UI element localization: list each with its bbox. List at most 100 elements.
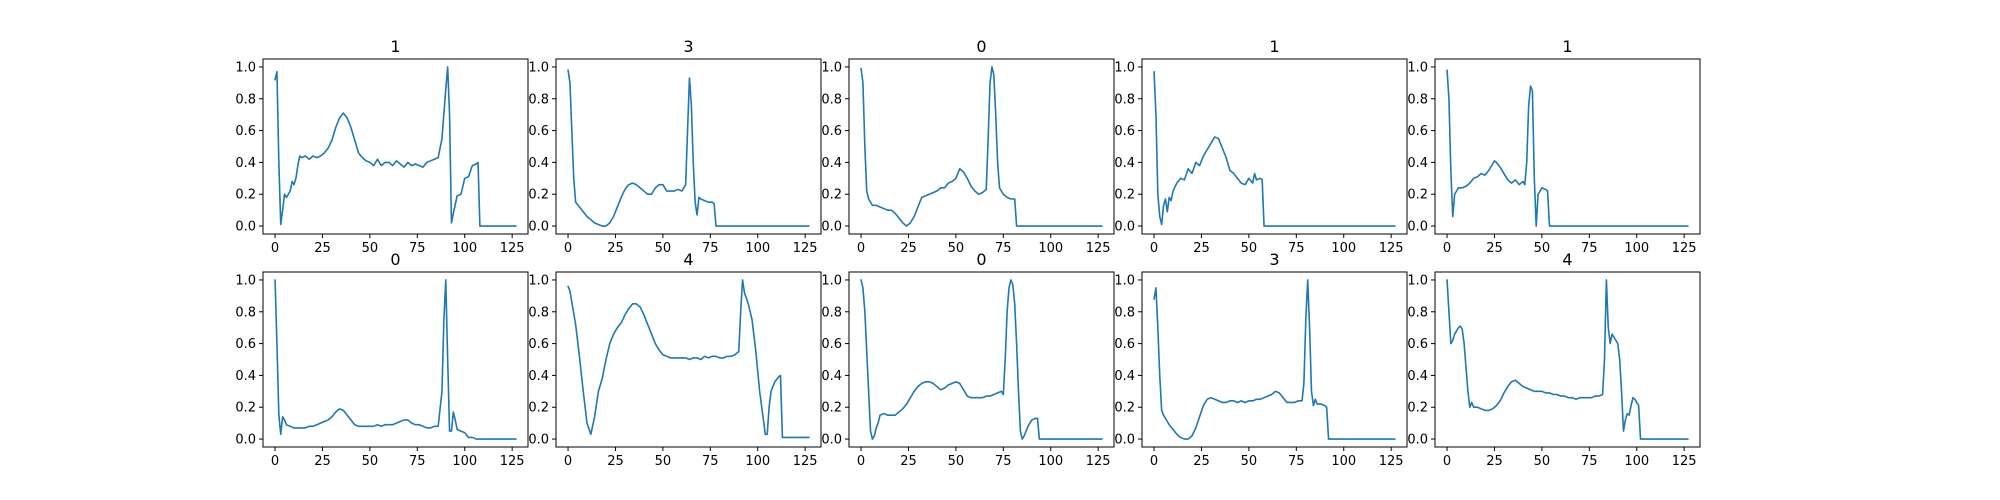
y-tick-label: 0.6 (528, 337, 549, 352)
x-tick-label: 25 (1193, 241, 1210, 256)
y-tick-label: 0.4 (528, 369, 549, 384)
y-tick-label: 0.2 (235, 188, 256, 203)
axes-frame (1434, 271, 1701, 448)
x-tick-label: 50 (1241, 454, 1258, 469)
y-tick-label: 0.8 (821, 305, 842, 320)
x-tick-label: 0 (1443, 241, 1451, 256)
x-tick-label: 100 (1331, 454, 1356, 469)
y-tick-label: 0.8 (1114, 305, 1135, 320)
series-line (274, 66, 517, 227)
subplot-7: 4 0 25 50 75 100 125 0.0 0.2 0.4 0.6 0.8 1.0 (528, 250, 822, 469)
subplot-title: 3 (683, 37, 693, 56)
y-tick-label: 0.4 (1114, 369, 1135, 384)
y-tick-label: 0.6 (1407, 124, 1428, 139)
x-tick-label: 100 (1331, 241, 1356, 256)
y-tick-label: 0.0 (235, 433, 256, 448)
y-tick-label: 0.4 (1407, 369, 1428, 384)
x-tick-label: 125 (793, 241, 818, 256)
subplot-title: 3 (1269, 250, 1279, 269)
y-tick-label: 0.0 (528, 220, 549, 235)
y-tick-label: 1.0 (235, 60, 256, 75)
series-line (567, 279, 810, 439)
y-tick-label: 0.6 (528, 124, 549, 139)
y-tick-label: 0.8 (528, 305, 549, 320)
x-tick-label: 125 (1379, 454, 1404, 469)
x-tick-label: 25 (1486, 454, 1503, 469)
x-tick-label: 75 (995, 454, 1012, 469)
x-tick-label: 25 (1486, 241, 1503, 256)
subplot-title: 1 (1562, 37, 1572, 56)
y-tick-label: 1.0 (1407, 60, 1428, 75)
y-tick-label: 1.0 (1407, 273, 1428, 288)
subplot-title: 1 (1269, 37, 1279, 56)
y-tick-label: 0.4 (235, 369, 256, 384)
y-tick-label: 0.2 (235, 401, 256, 416)
y-tick-label: 1.0 (528, 273, 549, 288)
x-tick-label: 25 (314, 454, 331, 469)
subplot-8: 0 0 25 50 75 100 125 0.0 0.2 0.4 0.6 0.8 1.0 (821, 250, 1115, 469)
x-tick-label: 125 (500, 454, 525, 469)
subplot-5: 1 0 25 50 75 100 125 0.0 0.2 0.4 0.6 0.8 1.0 (1407, 37, 1701, 256)
y-tick-label: 1.0 (1114, 273, 1135, 288)
x-tick-label: 125 (500, 241, 525, 256)
x-tick-label: 100 (452, 454, 477, 469)
x-tick-label: 50 (362, 454, 379, 469)
y-tick-label: 0.4 (821, 369, 842, 384)
x-tick-label: 125 (1672, 454, 1697, 469)
series-line (274, 279, 517, 440)
x-tick-label: 50 (1534, 241, 1551, 256)
y-tick-label: 0.4 (1407, 156, 1428, 171)
subplot-title: 0 (976, 37, 986, 56)
y-tick-label: 0.2 (1407, 188, 1428, 203)
x-tick-label: 75 (409, 454, 426, 469)
subplot-title: 0 (976, 250, 986, 269)
x-tick-label: 50 (655, 241, 672, 256)
subplot-6: 0 0 25 50 75 100 125 0.0 0.2 0.4 0.6 0.8 1.0 (235, 250, 529, 469)
x-tick-label: 75 (1581, 241, 1598, 256)
y-tick-label: 0.8 (528, 92, 549, 107)
y-tick-label: 0.4 (528, 156, 549, 171)
subplot-9: 3 0 25 50 75 100 125 0.0 0.2 0.4 0.6 0.8 1.0 (1114, 250, 1408, 469)
y-tick-label: 0.8 (821, 92, 842, 107)
axes-frame (262, 58, 529, 235)
y-tick-label: 0.2 (528, 401, 549, 416)
y-tick-label: 0.8 (235, 92, 256, 107)
y-tick-label: 1.0 (528, 60, 549, 75)
x-tick-label: 75 (702, 241, 719, 256)
y-tick-label: 0.6 (235, 337, 256, 352)
y-tick-label: 0.2 (1407, 401, 1428, 416)
x-tick-label: 50 (948, 454, 965, 469)
x-tick-label: 25 (900, 454, 917, 469)
x-tick-label: 75 (702, 454, 719, 469)
series-line (860, 66, 1103, 227)
y-tick-label: 0.4 (1114, 156, 1135, 171)
x-tick-label: 50 (1241, 241, 1258, 256)
y-tick-label: 0.0 (235, 220, 256, 235)
y-tick-label: 0.0 (821, 433, 842, 448)
x-tick-label: 50 (362, 241, 379, 256)
y-tick-label: 0.4 (235, 156, 256, 171)
x-tick-label: 100 (1624, 241, 1649, 256)
y-tick-label: 0.2 (821, 401, 842, 416)
series-line (860, 279, 1103, 440)
subplot-10: 4 0 25 50 75 100 125 0.0 0.2 0.4 0.6 0.8 1.0 (1407, 250, 1701, 469)
x-tick-label: 0 (564, 454, 572, 469)
x-tick-label: 50 (948, 241, 965, 256)
y-tick-label: 0.6 (821, 337, 842, 352)
series-line (1446, 279, 1689, 440)
x-tick-label: 75 (409, 241, 426, 256)
x-tick-label: 0 (1150, 454, 1158, 469)
subplot-title: 0 (390, 250, 400, 269)
y-tick-label: 0.8 (1407, 92, 1428, 107)
series-line (1446, 69, 1689, 227)
axes-frame (1141, 271, 1408, 448)
y-tick-label: 1.0 (821, 273, 842, 288)
y-tick-label: 0.6 (1114, 124, 1135, 139)
x-tick-label: 25 (314, 241, 331, 256)
y-tick-label: 0.8 (1407, 305, 1428, 320)
x-tick-label: 25 (1193, 454, 1210, 469)
axes-frame (848, 58, 1115, 235)
y-tick-label: 0.6 (821, 124, 842, 139)
x-tick-label: 0 (271, 241, 279, 256)
